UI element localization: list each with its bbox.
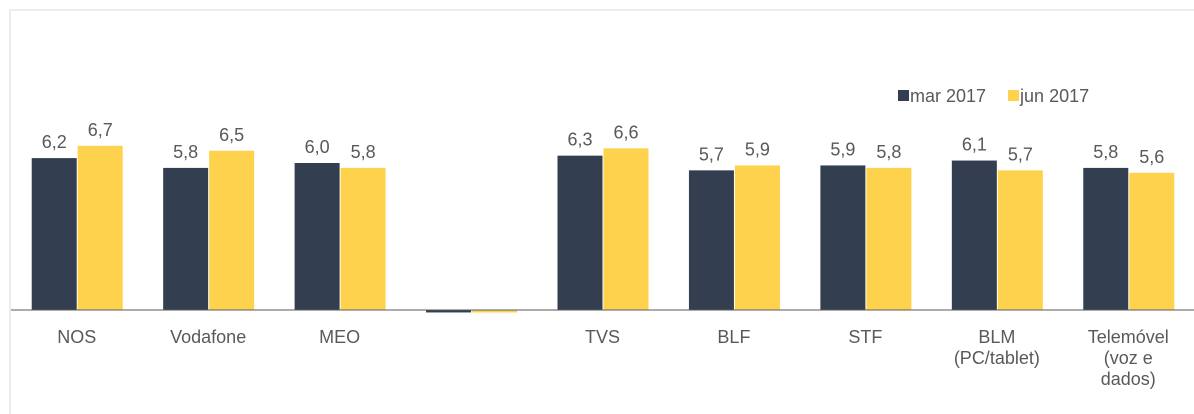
legend-label: jun 2017: [1019, 86, 1089, 106]
data-label: 6,7: [88, 120, 113, 140]
bar: [340, 167, 386, 310]
data-label: 6,2: [42, 132, 67, 152]
data-label: 5,9: [830, 139, 855, 159]
x-tick-label: Vodafone: [170, 327, 246, 347]
bar: [426, 310, 472, 313]
bar: [472, 310, 518, 313]
bar: [1083, 167, 1129, 310]
bar: [866, 167, 912, 310]
x-tick-label: BLF: [717, 327, 750, 347]
x-tick-label: STF: [848, 327, 882, 347]
chart-frame: [9, 9, 1194, 414]
bar: [294, 163, 340, 310]
bar: [31, 158, 77, 310]
bar: [820, 165, 866, 310]
data-label: 6,1: [962, 135, 987, 155]
data-label: 5,8: [1093, 142, 1118, 162]
bar: [1129, 172, 1175, 310]
legend-label: mar 2017: [910, 86, 986, 106]
data-label: 5,8: [173, 142, 198, 162]
data-label: 5,7: [1008, 144, 1033, 164]
x-tick-label: MEO: [319, 327, 360, 347]
bar: [163, 167, 209, 310]
bar: [997, 170, 1043, 310]
data-label: 5,7: [699, 144, 724, 164]
bar: [557, 155, 603, 310]
bar: [734, 165, 780, 310]
data-label: 6,0: [305, 137, 330, 157]
legend-swatch: [1008, 90, 1020, 101]
bar: [951, 160, 997, 310]
data-label: 6,3: [567, 130, 592, 150]
bar: [688, 170, 734, 310]
data-label: 5,6: [1139, 147, 1164, 167]
bar: [209, 150, 255, 310]
x-tick-label: BLM (PC/tablet): [954, 327, 1040, 368]
legend-swatch: [898, 90, 909, 101]
x-tick-label: TVS: [585, 327, 620, 347]
data-label: 6,5: [219, 125, 244, 145]
data-label: 5,8: [351, 142, 376, 162]
data-label: 5,8: [876, 142, 901, 162]
data-label: 5,9: [745, 139, 770, 159]
x-tick-label: Telemóvel (voz e dados): [1088, 327, 1169, 389]
bar: [603, 148, 649, 310]
x-tick-label: NOS: [57, 327, 96, 347]
data-label: 6,6: [613, 122, 638, 142]
bar: [77, 145, 123, 310]
